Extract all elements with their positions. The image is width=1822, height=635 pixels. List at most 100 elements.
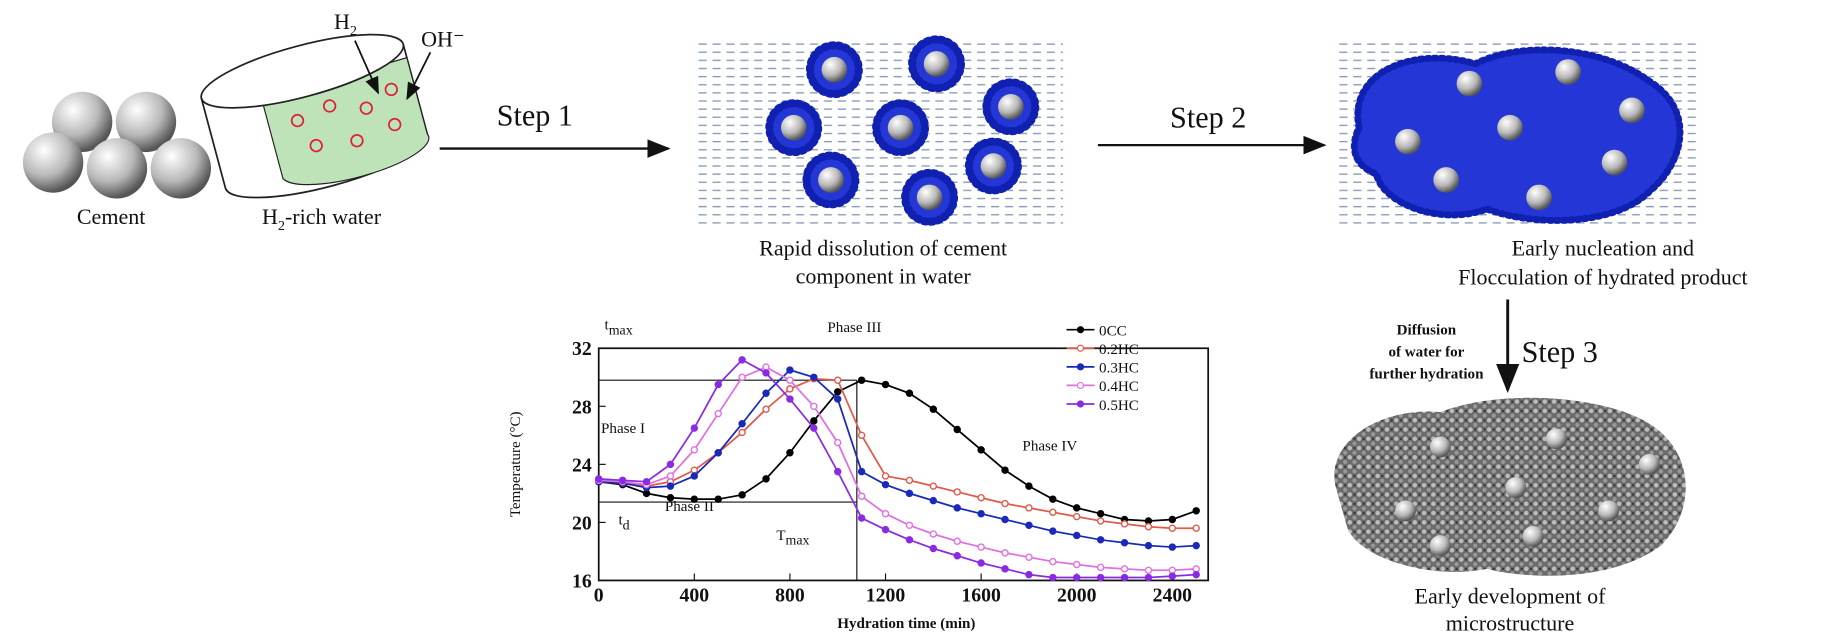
annotation: Phase I xyxy=(601,421,645,437)
y-tick-label: 16 xyxy=(572,570,592,592)
data-point xyxy=(715,382,721,388)
data-point xyxy=(691,496,697,502)
data-point xyxy=(1193,572,1199,578)
annotation: Phase III xyxy=(827,320,881,336)
step-label: Step 2 xyxy=(1170,101,1246,135)
oh-label: OH⁻ xyxy=(421,26,464,51)
data-point xyxy=(1002,550,1008,556)
data-point xyxy=(1050,509,1056,515)
data-point xyxy=(1145,524,1151,530)
data-point xyxy=(1193,543,1199,549)
data-point xyxy=(883,382,889,388)
data-point xyxy=(763,390,769,396)
data-point xyxy=(1050,496,1056,502)
x-tick-label: 2400 xyxy=(1153,584,1193,606)
data-point xyxy=(1074,514,1080,520)
data-point xyxy=(906,390,912,396)
data-point xyxy=(1169,525,1175,531)
data-point xyxy=(596,476,602,482)
water-label: H2-rich water xyxy=(262,204,382,234)
data-point xyxy=(930,406,936,412)
data-point xyxy=(906,537,912,543)
step-label: Step 3 xyxy=(1522,335,1598,369)
data-point xyxy=(1026,483,1032,489)
data-point xyxy=(930,483,936,489)
particle xyxy=(818,167,844,193)
data-point xyxy=(978,560,984,566)
data-point xyxy=(811,425,817,431)
particle xyxy=(917,185,943,211)
data-point xyxy=(978,511,984,517)
data-point xyxy=(715,411,721,417)
particle xyxy=(924,51,950,77)
data-point xyxy=(978,447,984,453)
data-point xyxy=(787,450,793,456)
chart: Hydration time (min) Temperature (°C) Ph… xyxy=(508,318,1208,632)
data-point xyxy=(787,367,793,373)
data-point xyxy=(715,450,721,456)
particle xyxy=(981,153,1007,179)
data-point xyxy=(1169,573,1175,579)
data-point xyxy=(978,544,984,550)
data-point xyxy=(954,538,960,544)
data-point xyxy=(787,386,793,392)
data-point xyxy=(1098,575,1104,581)
data-point xyxy=(667,473,673,479)
annotation: td xyxy=(618,513,629,534)
data-point xyxy=(1002,566,1008,572)
data-point xyxy=(811,403,817,409)
data-point xyxy=(835,440,841,446)
legend-marker xyxy=(1077,345,1083,351)
data-point xyxy=(954,553,960,559)
cement-spheres xyxy=(23,92,211,199)
data-point xyxy=(1026,505,1032,511)
data-point xyxy=(906,522,912,528)
x-tick-label: 800 xyxy=(775,584,805,606)
legend-label: 0CC xyxy=(1099,323,1127,339)
data-point xyxy=(835,469,841,475)
data-point xyxy=(906,477,912,483)
legend-marker xyxy=(1077,382,1083,388)
diagram: H2 OH⁻ Cement H2-rich water Step 1 Rapid… xyxy=(0,0,1822,635)
particle xyxy=(781,115,807,141)
annotation: Phase II xyxy=(665,499,714,515)
data-point xyxy=(739,357,745,363)
data-point xyxy=(1050,575,1056,581)
caption: Early nucleation and xyxy=(1512,235,1694,260)
data-point xyxy=(763,370,769,376)
data-point xyxy=(1026,572,1032,578)
data-point xyxy=(883,482,889,488)
legend-marker xyxy=(1077,364,1083,370)
annotation: Phase IV xyxy=(1022,438,1077,454)
data-point xyxy=(1098,537,1104,543)
data-point xyxy=(978,495,984,501)
legend-label: 0.4HC xyxy=(1099,379,1139,395)
data-point xyxy=(620,477,626,483)
legend-label: 0.5HC xyxy=(1099,398,1139,414)
data-point xyxy=(883,527,889,533)
data-point xyxy=(859,515,865,521)
x-tick-label: 1600 xyxy=(961,584,1001,606)
step-label: Step 1 xyxy=(497,98,573,132)
data-point xyxy=(1122,540,1128,546)
data-point xyxy=(667,495,673,501)
data-point xyxy=(954,505,960,511)
data-point xyxy=(906,490,912,496)
data-point xyxy=(1169,516,1175,522)
x-tick-label: 1200 xyxy=(866,584,906,606)
data-point xyxy=(1074,561,1080,567)
legend-label: 0.3HC xyxy=(1099,361,1139,377)
data-point xyxy=(739,421,745,427)
x-tick-label: 2000 xyxy=(1057,584,1097,606)
y-tick-label: 32 xyxy=(572,338,592,360)
data-point xyxy=(1098,564,1104,570)
data-point xyxy=(787,396,793,402)
data-point xyxy=(763,406,769,412)
data-point xyxy=(1098,511,1104,517)
caption: Rapid dissolution of cement xyxy=(759,235,1007,260)
data-point xyxy=(1002,501,1008,507)
data-point xyxy=(787,377,793,383)
data-point xyxy=(930,531,936,537)
data-point xyxy=(1169,544,1175,550)
particle xyxy=(822,57,848,83)
